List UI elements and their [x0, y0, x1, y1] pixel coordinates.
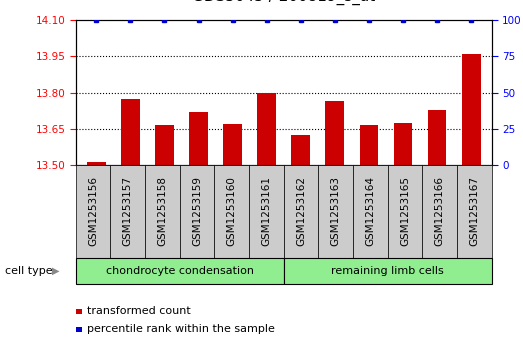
Text: GSM1253166: GSM1253166: [435, 176, 445, 246]
Text: transformed count: transformed count: [87, 306, 190, 316]
Text: GSM1253162: GSM1253162: [296, 176, 306, 246]
Text: GSM1253159: GSM1253159: [192, 176, 202, 246]
Text: GSM1253165: GSM1253165: [400, 176, 410, 246]
Text: GSM1253163: GSM1253163: [331, 176, 340, 246]
Bar: [428, 110, 447, 165]
Text: GSM1253167: GSM1253167: [469, 176, 479, 246]
Text: GSM1253156: GSM1253156: [88, 176, 98, 246]
Text: remaining limb cells: remaining limb cells: [331, 266, 444, 276]
Text: cell type: cell type: [5, 266, 53, 276]
Text: GSM1253161: GSM1253161: [262, 176, 271, 246]
Bar: [121, 99, 140, 165]
Bar: [87, 162, 106, 165]
Text: percentile rank within the sample: percentile rank within the sample: [87, 324, 275, 334]
Text: GSM1253158: GSM1253158: [157, 176, 167, 246]
Bar: [257, 93, 276, 165]
Bar: [291, 135, 310, 165]
Bar: [394, 123, 412, 165]
Bar: [462, 54, 481, 165]
Text: GDS5045 / 200819_s_at: GDS5045 / 200819_s_at: [192, 0, 376, 5]
Bar: [223, 124, 242, 165]
Text: GSM1253164: GSM1253164: [366, 176, 376, 246]
Text: GSM1253157: GSM1253157: [123, 176, 133, 246]
Text: chondrocyte condensation: chondrocyte condensation: [106, 266, 254, 276]
Bar: [155, 125, 174, 165]
Bar: [359, 125, 378, 165]
Text: ▶: ▶: [52, 266, 60, 276]
Text: GSM1253160: GSM1253160: [227, 176, 237, 246]
Bar: [189, 112, 208, 165]
Bar: [325, 101, 344, 165]
